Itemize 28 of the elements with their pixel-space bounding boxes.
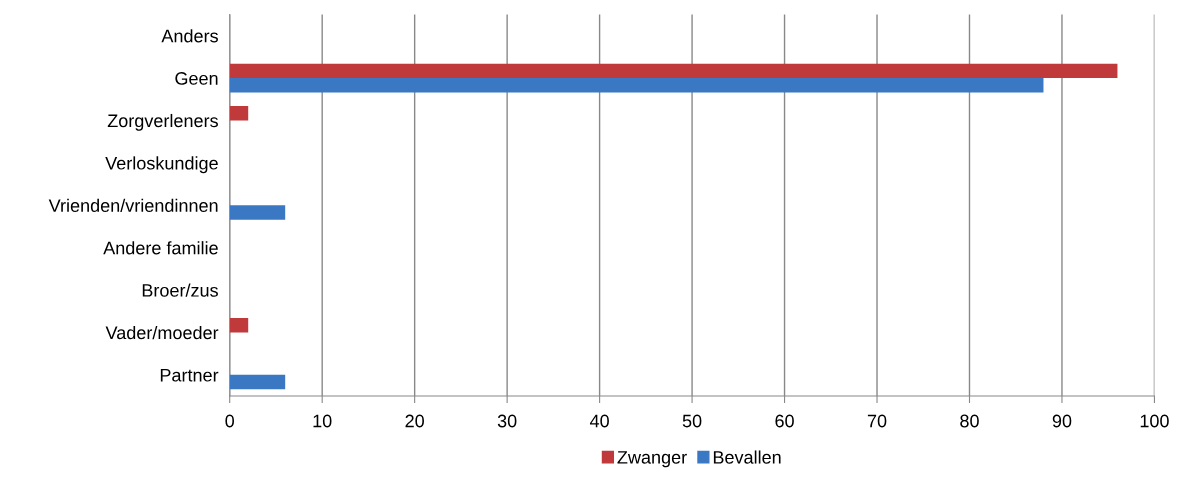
bar: [229, 318, 249, 333]
bar: [229, 78, 1044, 93]
y-tick-label: Andere familie: [103, 241, 218, 255]
x-tick-label: 0: [225, 414, 235, 428]
x-tick-label: 40: [589, 414, 609, 428]
x-tick-label: 70: [867, 414, 887, 428]
x-tick-label: 60: [775, 414, 794, 428]
bar: [229, 63, 1118, 79]
legend-label: Bevallen: [713, 450, 781, 464]
legend-label: Zwanger: [617, 451, 687, 468]
bar: [229, 106, 249, 121]
y-tick-label: Broer/zus: [142, 283, 218, 297]
bar: [229, 374, 286, 390]
y-tick-label: Verloskundige: [105, 156, 218, 174]
y-tick-label: Geen: [175, 72, 218, 85]
x-tick-label: 10: [313, 414, 332, 428]
y-tick-label: Vrienden/vriendinnen: [48, 198, 218, 212]
x-tick-label: 90: [1052, 414, 1072, 428]
y-tick-label: Vader/moeder: [105, 325, 219, 340]
x-tick-label: 50: [682, 414, 702, 428]
y-tick-label: Anders: [161, 29, 218, 43]
x-tick-label: 20: [405, 414, 424, 428]
y-tick-label: Zorgverleners: [107, 113, 218, 131]
y-tick-label: Partner: [160, 368, 219, 382]
x-tick-label: 80: [960, 414, 979, 428]
x-tick-label: 30: [497, 414, 517, 428]
bar: [229, 205, 286, 220]
x-tick-label: 100: [1140, 414, 1169, 428]
